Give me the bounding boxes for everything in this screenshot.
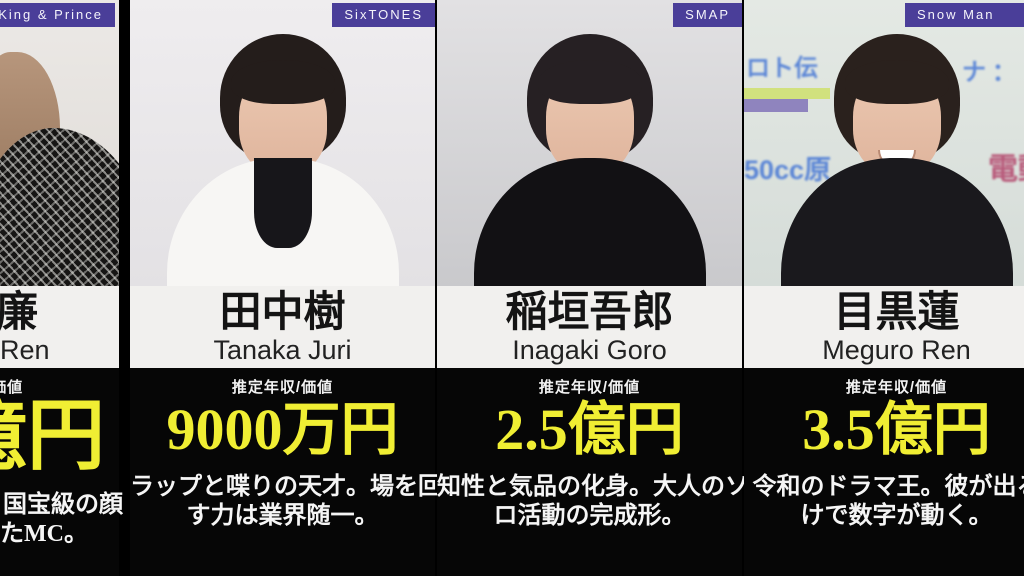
artist-name: 田中樹 [219, 290, 346, 336]
photo-person-silhouette [0, 128, 119, 286]
name-band: 田中樹 Tanaka Juri [130, 286, 435, 368]
income-amount: 2.5億円 [495, 397, 684, 462]
photo-person-silhouette [460, 16, 720, 286]
info-band: 推定年収/価値 9000万円 ラップと喋りの天才。場を回 す力は業界随一。 [130, 368, 442, 576]
name-band: 目黒蓮 Meguro Ren [744, 286, 1024, 368]
artist-name: 廉 [0, 290, 39, 336]
income-label: 推定年収/価値 [0, 379, 24, 396]
description-line: たMC。 [0, 521, 88, 547]
artist-name-romaji: Tanaka Juri [213, 335, 352, 365]
artist-name-romaji: Meguro Ren [822, 335, 971, 365]
silhouette-fringe [230, 60, 335, 104]
income-label: 推定年収/価値 [845, 379, 948, 396]
income-amount: 3.5億円 [802, 397, 991, 462]
description-line: 国宝級の顔 [3, 492, 123, 518]
info-band: 推定年収/価値 億円 国宝級の顔 たMC。 [0, 368, 123, 576]
artist-photo: SMAP [437, 0, 742, 286]
group-tag: SixTONES [332, 3, 435, 27]
description-line: けで数字が動く。 [800, 503, 993, 529]
backdrop-text: 電動 [988, 153, 1024, 186]
backdrop-text: ロト伝 [746, 55, 818, 82]
ranking-card: SixTONES 田中樹 Tanaka Juri 推定年収/価値 9000万円 … [130, 0, 442, 576]
name-band: 廉 Ren [0, 286, 119, 368]
name-band: 稲垣吾郎 Inagaki Goro [437, 286, 742, 368]
group-tag: King & Prince [0, 3, 115, 27]
silhouette-fringe [537, 60, 642, 104]
description-line: 知性と気品の化身。大人のソ [437, 474, 749, 500]
ranking-card: SMAP 稲垣吾郎 Inagaki Goro 推定年収/価値 2.5億円 知性と… [437, 0, 749, 576]
description-line: ラップと喋りの天才。場を回 [130, 474, 442, 500]
group-tag: SMAP [673, 3, 742, 27]
artist-name-romaji: Inagaki Goro [512, 335, 667, 365]
income-amount: 9000万円 [166, 397, 399, 462]
artist-name-romaji: Ren [0, 335, 50, 365]
silhouette-torso [780, 158, 1013, 286]
backdrop-stripe [744, 88, 830, 99]
silhouette-fringe [844, 60, 949, 104]
description-line: す力は業界随一。 [186, 503, 379, 529]
artist-description: 国宝級の顔 たMC。 [0, 491, 123, 549]
artist-name: 目黒蓮 [833, 290, 960, 336]
artist-description: 令和のドラマ王。彼が出る けで数字が動く。 [744, 473, 1024, 531]
artist-description: ラップと喋りの天才。場を回 す力は業界随一。 [130, 473, 442, 531]
description-line: 令和のドラマ王。彼が出る [752, 474, 1024, 500]
artist-photo: ロト伝 ナ： 50cc原 電動 Snow Man [744, 0, 1024, 286]
backdrop-stripe [744, 99, 808, 112]
income-label: 推定年収/価値 [538, 379, 641, 396]
ranking-card: ロト伝 ナ： 50cc原 電動 Snow Man 目黒蓮 Meguro Ren … [744, 0, 1024, 576]
income-label: 推定年収/価値 [231, 379, 334, 396]
backdrop-text: ナ： [962, 59, 1022, 86]
photo-person-silhouette [767, 16, 1024, 286]
artist-photo: SixTONES [130, 0, 435, 286]
artist-photo: King & Prince [0, 0, 119, 286]
ranking-card-partial: King & Prince 廉 Ren 推定年収/価値 億円 国宝級の顔 たMC… [0, 0, 123, 576]
silhouette-torso [473, 158, 706, 286]
backdrop-text: 50cc原 [744, 155, 832, 185]
artist-name: 稲垣吾郎 [505, 290, 674, 336]
group-tag: Snow Man [905, 3, 1024, 27]
description-line: ロ活動の完成形。 [493, 503, 686, 529]
info-band: 推定年収/価値 2.5億円 知性と気品の化身。大人のソ ロ活動の完成形。 [437, 368, 749, 576]
photo-person-silhouette [153, 16, 413, 286]
info-band: 推定年収/価値 3.5億円 令和のドラマ王。彼が出る けで数字が動く。 [744, 368, 1024, 576]
silhouette-torso [166, 158, 399, 286]
artist-description: 知性と気品の化身。大人のソ ロ活動の完成形。 [437, 473, 749, 531]
income-amount: 億円 [0, 392, 106, 479]
